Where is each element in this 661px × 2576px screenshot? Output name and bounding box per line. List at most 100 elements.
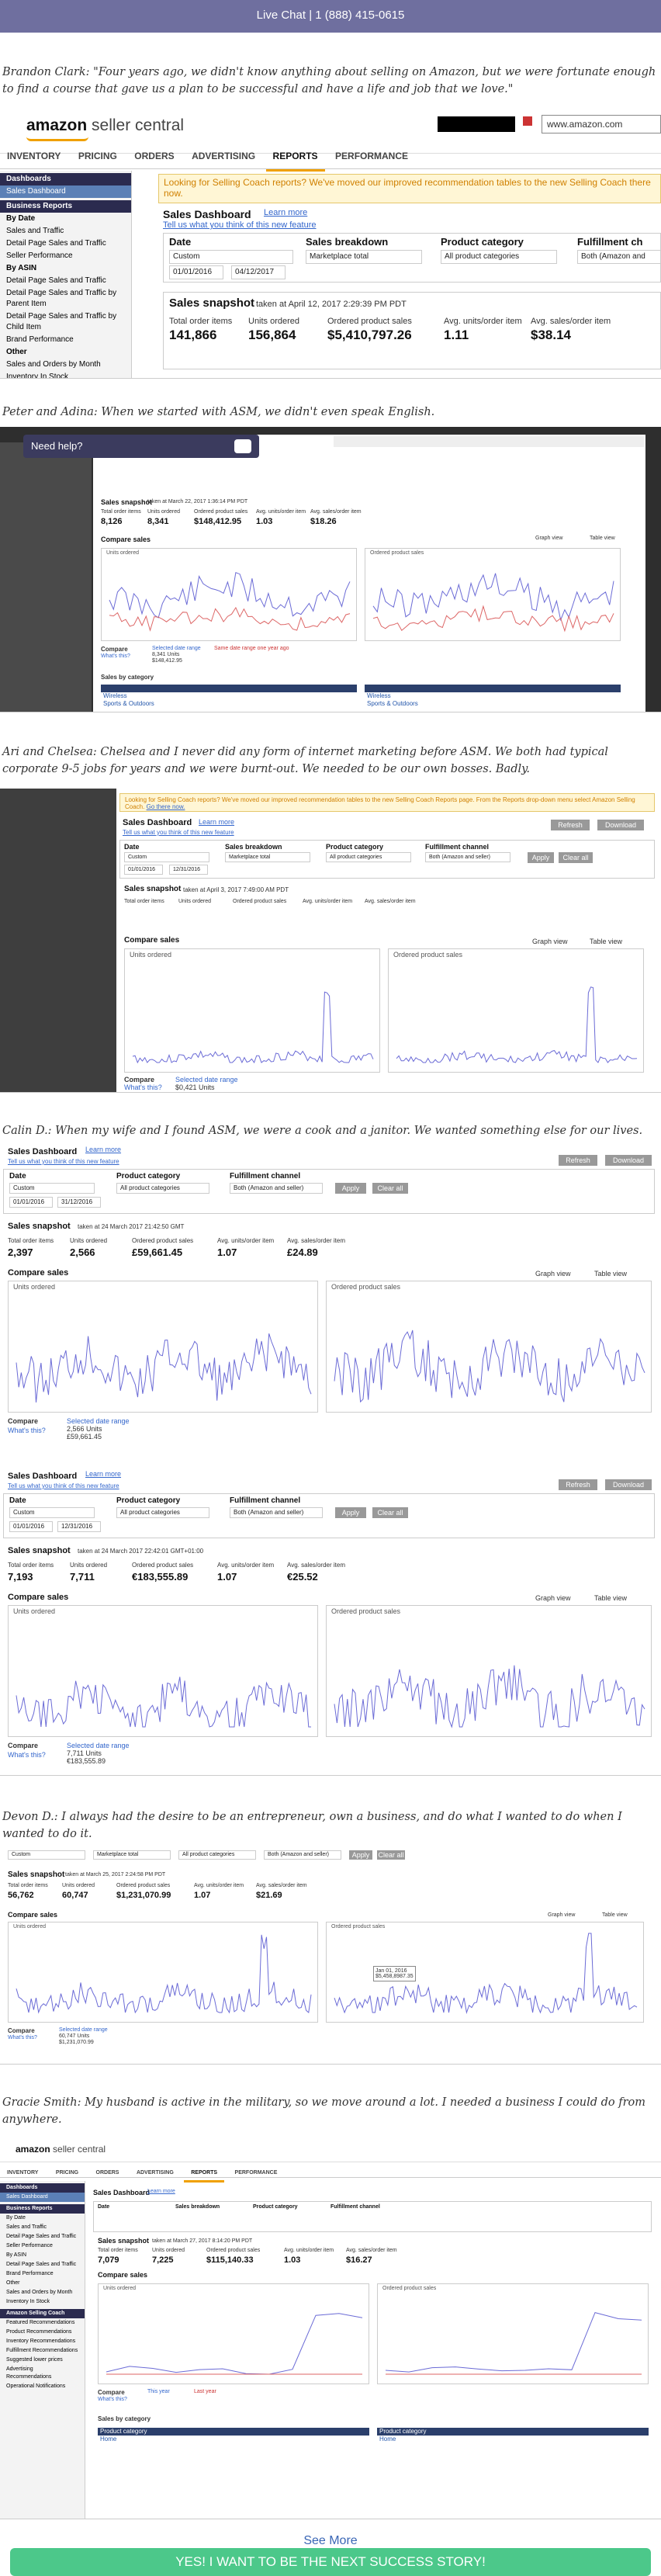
date-to-input[interactable]: 04/12/2017 <box>231 265 286 279</box>
cta-button[interactable]: YES! I WANT TO BE THE NEXT SUCCESS STORY… <box>10 2548 651 2576</box>
category-select[interactable]: All product categories <box>326 852 411 862</box>
sidebar-item[interactable]: Sales and Traffic <box>6 227 64 235</box>
clear-all-button[interactable]: Clear all <box>377 1850 405 1860</box>
sidebar-item[interactable]: Other <box>6 2280 20 2286</box>
nav-performance[interactable]: PERFORMANCE <box>234 2170 278 2176</box>
sidebar-item[interactable]: Sales Dashboard <box>0 2193 85 2202</box>
category-select[interactable]: All product categories <box>441 250 557 264</box>
date-to-input[interactable]: 12/31/2016 <box>169 865 208 875</box>
learn-more-link[interactable]: Learn more <box>85 1470 122 1478</box>
date-select[interactable]: Custom <box>9 1183 95 1194</box>
whats-this-link[interactable]: What's this? <box>101 654 130 659</box>
channel-select[interactable]: Both (Amazon and <box>577 250 661 264</box>
sidebar-item[interactable]: Detail Page Sales and Traffic by Child I… <box>6 312 117 331</box>
sidebar-item[interactable]: Brand Performance <box>6 335 74 344</box>
clear-all-button[interactable]: Clear all <box>372 1507 408 1518</box>
sidebar-item[interactable]: By Date <box>6 2215 26 2221</box>
date-from-input[interactable]: 01/01/2016 <box>9 1521 53 1532</box>
date-select[interactable]: Custom <box>124 852 209 862</box>
sidebar-item[interactable]: Advertising Recommendations <box>6 2366 52 2380</box>
date-from-input[interactable]: 01/01/2016 <box>124 865 163 875</box>
live-chat-bar[interactable]: Live Chat | 1 (888) 415-0615 <box>0 0 661 33</box>
sidebar-item[interactable]: Sales and Orders by Month <box>6 2290 73 2295</box>
sidebar-item[interactable]: Detail Page Sales and Traffic by Parent … <box>6 289 117 308</box>
sidebar-item[interactable]: Detail Page Sales and Traffic <box>6 2262 77 2267</box>
table-view-toggle[interactable]: Table view <box>602 1912 628 1918</box>
feedback-link[interactable]: Tell us what you think of this new featu… <box>123 829 234 836</box>
nav-pricing[interactable]: PRICING <box>78 151 117 161</box>
nav-reports[interactable]: REPORTS <box>184 2166 225 2182</box>
date-select[interactable]: Custom <box>169 250 293 264</box>
sidebar-item[interactable]: Inventory Recommendations <box>6 2339 76 2344</box>
sidebar-item[interactable]: Product Recommendations <box>6 2329 72 2335</box>
channel-select[interactable]: Both (Amazon and seller) <box>264 1850 341 1860</box>
sidebar-item[interactable]: Inventory In Stock <box>6 2299 50 2304</box>
nav-inventory[interactable]: INVENTORY <box>7 2170 39 2176</box>
graph-view-toggle[interactable]: Graph view <box>535 1594 571 1602</box>
channel-select[interactable]: Both (Amazon and seller) <box>425 852 510 862</box>
whats-this-link[interactable]: What's this? <box>8 1751 46 1759</box>
sidebar-item[interactable]: Seller Performance <box>6 251 73 260</box>
table-row[interactable]: Home <box>379 2436 396 2443</box>
breakdown-select[interactable]: Marketplace total <box>93 1850 171 1860</box>
graph-view-toggle[interactable]: Graph view <box>532 938 568 945</box>
marketplace-select[interactable]: www.amazon.com <box>542 115 661 133</box>
date-from-input[interactable]: 01/01/2016 <box>9 1197 53 1208</box>
table-view-toggle[interactable]: Table view <box>594 1594 628 1602</box>
table-row[interactable]: Home <box>100 2436 117 2443</box>
sidebar-item[interactable]: Sales and Orders by Month <box>6 360 101 369</box>
nav-advertising[interactable]: ADVERTISING <box>136 2170 174 2176</box>
whats-this-link[interactable]: What's this? <box>124 1083 162 1091</box>
sidebar-item[interactable]: Detail Page Sales and Traffic <box>6 2234 77 2239</box>
channel-select[interactable]: Both (Amazon and seller) <box>230 1507 323 1518</box>
category-select[interactable]: All product categories <box>116 1507 209 1518</box>
sidebar-item[interactable]: Sales and Traffic <box>6 2224 47 2230</box>
date-select[interactable]: Custom <box>9 1507 95 1518</box>
refresh-button[interactable]: Refresh <box>559 1479 597 1490</box>
table-view-toggle[interactable]: Table view <box>590 938 623 945</box>
table-view-toggle[interactable]: Table view <box>594 1270 628 1278</box>
need-help-button[interactable]: Need help? <box>23 435 259 458</box>
see-more-link[interactable]: See More <box>303 2534 358 2547</box>
table-row[interactable]: Wireless <box>367 692 391 699</box>
whats-this-link[interactable]: What's this? <box>8 2035 37 2040</box>
whats-this-link[interactable]: What's this? <box>98 2397 127 2402</box>
nav-performance[interactable]: PERFORMANCE <box>335 151 409 161</box>
sidebar-item[interactable]: Detail Page Sales and Traffic <box>6 276 106 285</box>
apply-button[interactable]: Apply <box>335 1183 366 1194</box>
date-from-input[interactable]: 01/01/2016 <box>169 265 223 279</box>
go-there-link[interactable]: Go there now. <box>146 803 185 810</box>
nav-orders[interactable]: ORDERS <box>95 2170 119 2176</box>
sidebar-item[interactable]: Featured Recommendations <box>6 2320 75 2325</box>
breakdown-select[interactable]: Marketplace total <box>225 852 310 862</box>
graph-view-toggle[interactable]: Graph view <box>548 1912 576 1918</box>
refresh-button[interactable]: Refresh <box>551 820 590 830</box>
sidebar-item[interactable]: By ASIN <box>6 2252 27 2258</box>
date-to-input[interactable]: 31/12/2016 <box>57 1197 101 1208</box>
clear-all-button[interactable]: Clear all <box>372 1183 408 1194</box>
nav-inventory[interactable]: INVENTORY <box>7 151 61 161</box>
category-select[interactable]: All product categories <box>116 1183 209 1194</box>
sidebar-item[interactable]: Seller Performance <box>6 2243 53 2248</box>
graph-view-toggle[interactable]: Graph view <box>535 536 563 541</box>
learn-more-link[interactable]: Learn more <box>199 818 235 826</box>
channel-select[interactable]: Both (Amazon and seller) <box>230 1183 323 1194</box>
sidebar-item[interactable]: Detail Page Sales and Traffic <box>6 239 106 248</box>
sidebar-item[interactable]: Suggested lower prices <box>6 2357 63 2363</box>
sidebar-item[interactable]: Brand Performance <box>6 2271 54 2276</box>
feedback-link[interactable]: Tell us what you think of this new featu… <box>163 220 317 230</box>
nav-advertising[interactable]: ADVERTISING <box>192 151 256 161</box>
apply-button[interactable]: Apply <box>335 1507 366 1518</box>
learn-more-link[interactable]: Learn more <box>147 2189 175 2194</box>
apply-button[interactable]: Apply <box>349 1850 372 1860</box>
table-view-toggle[interactable]: Table view <box>590 536 615 541</box>
learn-more-link[interactable]: Learn more <box>85 1146 122 1153</box>
category-select[interactable]: All product categories <box>178 1850 256 1860</box>
sidebar-item[interactable]: Inventory In Stock <box>6 373 69 379</box>
apply-button[interactable]: Apply <box>528 852 554 863</box>
table-row[interactable]: Sports & Outdoors <box>103 700 154 707</box>
breakdown-select[interactable]: Marketplace total <box>306 250 422 264</box>
download-button[interactable]: Download <box>605 1155 652 1166</box>
nav-orders[interactable]: ORDERS <box>134 151 175 161</box>
graph-view-toggle[interactable]: Graph view <box>535 1270 571 1278</box>
